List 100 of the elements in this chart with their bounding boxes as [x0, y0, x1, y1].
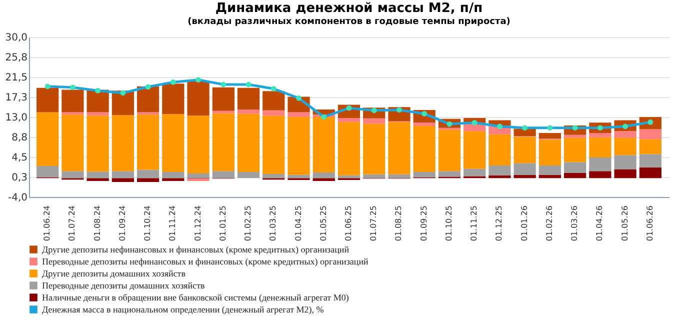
x-tick-label: 01.08.25 [394, 206, 404, 242]
bar [538, 165, 561, 175]
bar [62, 114, 84, 172]
legend-label: Переводные депозиты нефинансовых и финансовых (кроме кредитных) организаций [42, 256, 369, 266]
bar [162, 114, 184, 172]
bar [137, 178, 160, 182]
bar [237, 109, 260, 114]
bar [639, 154, 662, 168]
bar [538, 133, 561, 139]
x-tick-label: 01.12.24 [193, 206, 202, 242]
bar [388, 122, 410, 174]
bar [112, 115, 134, 172]
legend-label: Другие депозиты домашних хозяйств [42, 268, 186, 278]
y-tick-label: 25,8 [5, 52, 28, 64]
y-tick-label: 30,0 [5, 32, 28, 44]
bar [639, 139, 662, 154]
x-tick-label: 01.01.26 [520, 206, 529, 242]
bar [86, 172, 109, 178]
bar [312, 117, 335, 173]
x-tick-label: 01.06.24 [42, 206, 52, 242]
bar [86, 178, 109, 181]
bar [564, 162, 586, 173]
bar [413, 126, 436, 172]
bar [514, 163, 536, 175]
bar [438, 171, 461, 177]
y-tick-label: 21,5 [5, 72, 28, 84]
x-tick-label: 01.03.26 [570, 206, 580, 242]
bar [288, 112, 310, 117]
bar [86, 90, 109, 112]
bar [538, 140, 561, 166]
bar [614, 138, 636, 156]
x-tick-label: 01.09.24 [118, 206, 127, 242]
bar [388, 174, 410, 178]
bar [137, 170, 160, 178]
bar [187, 173, 210, 178]
bar [589, 171, 612, 178]
bar [464, 131, 486, 169]
x-tick-label: 01.06.26 [645, 206, 654, 242]
bar [162, 172, 184, 178]
x-tick-label: 01.10.25 [444, 206, 454, 242]
bar [564, 138, 586, 162]
bar [338, 122, 360, 176]
x-tick-label: 01.10.24 [143, 206, 152, 242]
y-tick-label: 8,8 [12, 132, 28, 144]
bar [514, 128, 536, 136]
bar [338, 118, 360, 122]
bar [162, 178, 184, 181]
x-tick-label: 01.05.26 [620, 206, 630, 242]
y-tick-label: 17,3 [5, 92, 28, 104]
bar [488, 134, 511, 166]
x-tick-label: 01.08.24 [92, 206, 102, 242]
bar [488, 165, 511, 176]
x-tick-label: 01.04.25 [294, 206, 303, 242]
bar [262, 174, 285, 178]
x-tick-label: 01.02.25 [244, 206, 253, 242]
bar [212, 87, 234, 111]
bar [514, 174, 536, 178]
bar [288, 117, 310, 175]
x-tick-label: 01.12.25 [494, 206, 504, 242]
bar [237, 114, 260, 172]
bar [438, 130, 461, 172]
bar [363, 118, 386, 124]
bar [464, 168, 486, 176]
bar [589, 137, 612, 158]
legend-label: Денежная масса в национальном определении (денежный агрегат М2), % [42, 304, 324, 314]
bar [413, 172, 436, 178]
bar [614, 131, 636, 138]
bar [514, 136, 536, 164]
y-tick-label: 0,3 [12, 172, 28, 184]
y-tick-label: 13,0 [5, 112, 28, 124]
bar [237, 88, 260, 110]
x-tick-label: 01.09.25 [419, 206, 428, 242]
x-tick-label: 01.01.25 [218, 206, 228, 242]
legend-label: Переводные депозиты домашних хозяйств [42, 280, 205, 290]
bar [162, 84, 184, 114]
bar [212, 113, 234, 172]
bar [488, 175, 511, 178]
x-tick-label: 01.06.25 [344, 206, 353, 242]
bar [312, 172, 335, 178]
bar [262, 116, 285, 174]
x-tick-label: 01.11.25 [470, 206, 479, 242]
bar [312, 178, 335, 181]
x-tick-label: 01.11.24 [168, 206, 178, 242]
bar [589, 157, 612, 172]
bar [564, 173, 586, 178]
x-tick-label: 01.02.26 [544, 206, 554, 242]
y-tick-label: -4,0 [8, 192, 28, 204]
bar [237, 172, 260, 178]
bar [413, 122, 436, 126]
bar [614, 169, 636, 178]
x-tick-label: 01.07.24 [68, 206, 77, 242]
bar [137, 86, 160, 112]
chart-subtitle: (вклады различных компонентов в годовые темпы прироста) [188, 17, 510, 27]
bar [262, 91, 285, 110]
bar [36, 166, 59, 178]
bar [36, 112, 59, 166]
bar [363, 124, 386, 174]
bar [62, 171, 84, 178]
bar [262, 110, 285, 116]
bar [112, 178, 134, 182]
